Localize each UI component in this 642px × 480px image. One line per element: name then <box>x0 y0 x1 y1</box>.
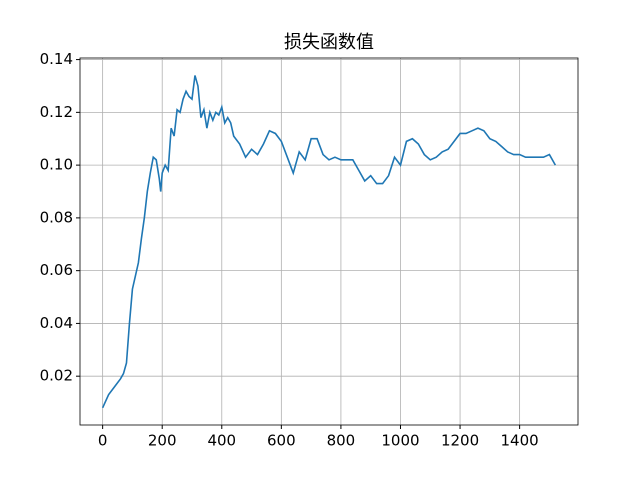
series-line <box>101 75 557 409</box>
y-tick-label: 0.02 <box>40 367 73 385</box>
x-tick-label: 800 <box>327 432 356 450</box>
y-tick-label: 0.06 <box>40 261 73 279</box>
y-tick-label: 0.12 <box>40 103 73 121</box>
x-tick-label: 0 <box>98 432 108 450</box>
y-tick-label: 0.04 <box>40 314 73 332</box>
x-tick-label: 200 <box>148 432 177 450</box>
x-tick-label: 400 <box>207 432 236 450</box>
y-tick-label: 0.10 <box>40 156 73 174</box>
x-tick-label: 1000 <box>381 432 419 450</box>
plot-frame <box>79 57 579 426</box>
x-tick-label: 1200 <box>441 432 479 450</box>
y-tick-label: 0.08 <box>40 208 73 226</box>
chart-title: 损失函数值 <box>284 32 374 53</box>
x-tick-label: 1400 <box>501 432 539 450</box>
x-tick-label: 600 <box>267 432 296 450</box>
y-tick-label: 0.14 <box>40 50 73 68</box>
